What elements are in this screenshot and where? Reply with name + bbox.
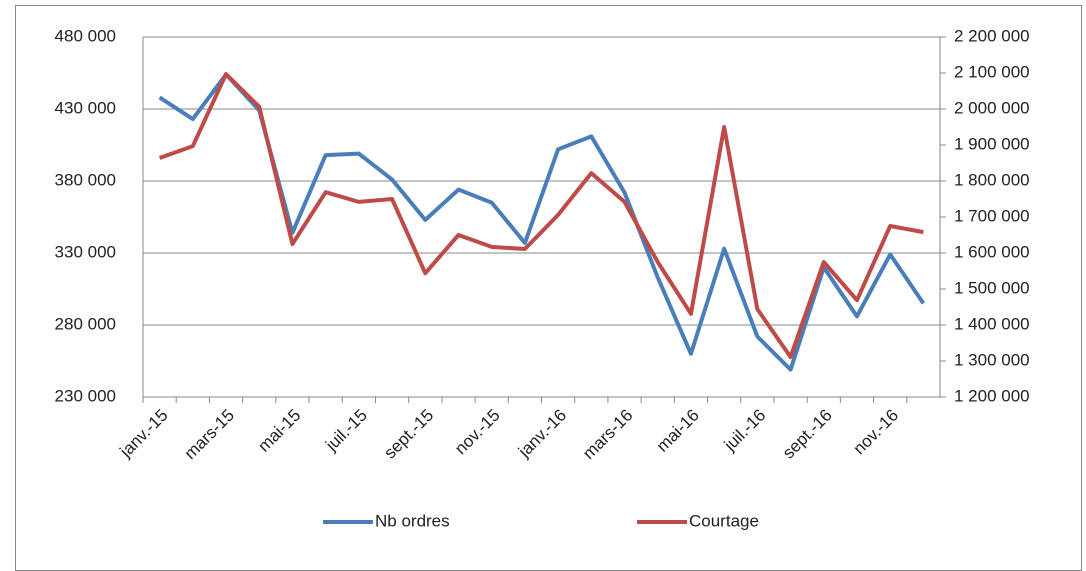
legend-label: Nb ordres (375, 511, 450, 530)
y2-tick-label: 1 300 000 (954, 350, 1030, 369)
y-tick-label: 230 000 (55, 386, 116, 405)
y2-tick-label: 1 500 000 (954, 278, 1030, 297)
y2-tick-label: 1 600 000 (954, 242, 1030, 261)
y2-tick-label: 1 200 000 (954, 386, 1030, 405)
y2-tick-label: 2 000 000 (954, 98, 1030, 117)
chart-frame (15, 5, 1082, 571)
y-tick-label: 480 000 (55, 26, 116, 45)
series-line (158, 72, 924, 360)
legend-label: Courtage (689, 511, 759, 530)
y-tick-label: 280 000 (55, 314, 116, 333)
y2-tick-label: 2 100 000 (954, 62, 1030, 81)
y2-tick-label: 1 700 000 (954, 206, 1030, 225)
y-tick-label: 430 000 (55, 98, 116, 117)
y-tick-label: 380 000 (55, 170, 116, 189)
y2-tick-label: 1 800 000 (954, 170, 1030, 189)
series-line (158, 72, 926, 372)
y2-tick-label: 1 400 000 (954, 314, 1030, 333)
y2-tick-label: 1 900 000 (954, 134, 1030, 153)
y2-tick-label: 2 200 000 (954, 26, 1030, 45)
y-tick-label: 330 000 (55, 242, 116, 261)
